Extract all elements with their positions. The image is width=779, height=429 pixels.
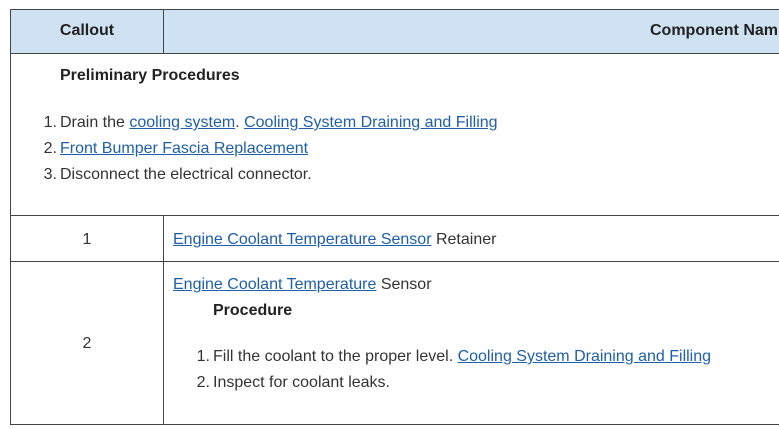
text: . <box>235 114 245 131</box>
callout-number: 1 <box>82 231 92 248</box>
list-marker: 3. <box>43 166 57 183</box>
callout-cell <box>10 215 164 262</box>
text: Sensor <box>376 276 432 293</box>
section-title: Preliminary Procedures <box>60 67 240 84</box>
component-name: Engine Coolant Temperature Sensor <box>173 275 432 295</box>
link[interactable]: Front Bumper Fascia Replacement <box>60 140 309 157</box>
callout-number: 2 <box>82 335 92 352</box>
component-cell <box>163 215 779 262</box>
list-item: Drain the cooling system. Cooling System… <box>60 113 498 133</box>
preliminary-cell <box>10 53 779 216</box>
link[interactable]: Engine Coolant Temperature Sensor <box>173 231 432 248</box>
link[interactable]: Cooling System Draining and Filling <box>244 114 498 131</box>
text: Fill the coolant to the proper level. <box>213 348 458 365</box>
header-label: Callout <box>59 22 115 39</box>
header-cell <box>10 9 164 54</box>
text: Inspect for coolant leaks. <box>213 374 390 391</box>
callout-cell <box>10 261 164 425</box>
link[interactable]: cooling system <box>129 114 236 131</box>
text: Retainer <box>431 231 497 248</box>
text: Disconnect the electrical connector. <box>60 166 312 183</box>
procedure-title: Procedure <box>213 302 293 319</box>
list-item: Front Bumper Fascia Replacement <box>60 139 308 159</box>
text: Drain the <box>60 114 130 131</box>
link[interactable]: Cooling System Draining and Filling <box>457 348 712 365</box>
list-item: Inspect for coolant leaks. <box>213 373 390 393</box>
header-cell <box>163 9 779 54</box>
list-marker: 2. <box>196 374 210 391</box>
component-name: Engine Coolant Temperature Sensor Retain… <box>173 230 496 250</box>
list-marker: 2. <box>43 140 57 157</box>
list-marker: 1. <box>196 348 210 365</box>
list-item: Fill the coolant to the proper level. Co… <box>213 347 711 367</box>
list-item: Disconnect the electrical connector. <box>60 165 312 185</box>
list-marker: 1. <box>43 114 57 131</box>
header-label: Component Nam <box>650 22 778 39</box>
component-cell <box>163 261 779 425</box>
link[interactable]: Engine Coolant Temperature <box>173 276 377 293</box>
